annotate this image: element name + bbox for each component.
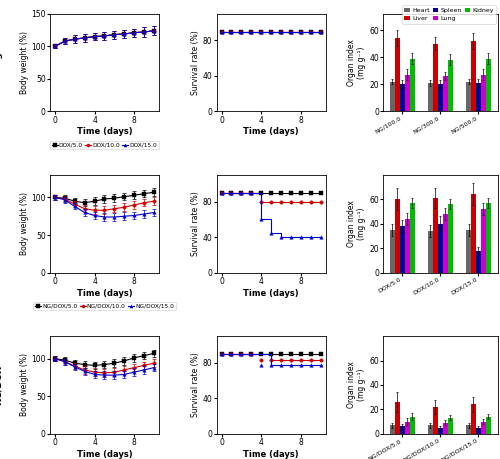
Legend: DOX/5.0, DOX/10.0, DOX/15.0: DOX/5.0, DOX/10.0, DOX/15.0 bbox=[50, 141, 159, 149]
Bar bbox=[390, 230, 394, 273]
Bar bbox=[443, 423, 448, 434]
Bar bbox=[433, 44, 438, 112]
Bar bbox=[433, 407, 438, 434]
Bar bbox=[466, 82, 471, 112]
Bar bbox=[476, 83, 481, 112]
Bar bbox=[400, 226, 404, 273]
Bar bbox=[443, 214, 448, 273]
Y-axis label: Body weight (%): Body weight (%) bbox=[20, 31, 28, 94]
X-axis label: Time (days): Time (days) bbox=[243, 289, 299, 297]
X-axis label: Time (days): Time (days) bbox=[76, 450, 132, 459]
Bar bbox=[410, 59, 414, 112]
Y-axis label: Body weight (%): Body weight (%) bbox=[20, 353, 28, 416]
Bar bbox=[466, 230, 471, 273]
Bar bbox=[400, 426, 404, 434]
Bar bbox=[448, 60, 452, 112]
X-axis label: Time (days): Time (days) bbox=[76, 128, 132, 136]
Bar bbox=[471, 195, 476, 273]
Bar bbox=[428, 83, 433, 112]
Y-axis label: Survival rate (%): Survival rate (%) bbox=[191, 191, 200, 256]
Bar bbox=[404, 75, 409, 112]
Bar bbox=[443, 76, 448, 112]
Legend: NG/DOX/5.0, NG/DOX/10.0, NG/DOX/15.0: NG/DOX/5.0, NG/DOX/10.0, NG/DOX/15.0 bbox=[34, 302, 176, 310]
Bar bbox=[428, 425, 433, 434]
Bar bbox=[471, 41, 476, 112]
Bar bbox=[433, 198, 438, 273]
Y-axis label: Organ index
(mg g⁻¹): Organ index (mg g⁻¹) bbox=[347, 362, 366, 409]
Text: NG/DOX: NG/DOX bbox=[0, 365, 2, 405]
X-axis label: Time (days): Time (days) bbox=[243, 450, 299, 459]
Bar bbox=[448, 418, 452, 434]
Bar bbox=[481, 75, 486, 112]
Y-axis label: Survival rate (%): Survival rate (%) bbox=[191, 353, 200, 417]
Text: DOX·HCl: DOX·HCl bbox=[0, 202, 2, 245]
Bar bbox=[394, 402, 400, 434]
Text: Nanogel: Nanogel bbox=[0, 42, 2, 84]
Bar bbox=[466, 425, 471, 434]
Bar bbox=[486, 417, 491, 434]
Bar bbox=[486, 59, 491, 112]
Bar bbox=[438, 224, 443, 273]
Bar bbox=[410, 203, 414, 273]
Y-axis label: Body weight (%): Body weight (%) bbox=[20, 192, 28, 255]
Bar bbox=[476, 251, 481, 273]
Bar bbox=[448, 204, 452, 273]
Y-axis label: Organ index
(mg g⁻¹): Organ index (mg g⁻¹) bbox=[347, 200, 366, 247]
Bar bbox=[481, 209, 486, 273]
Bar bbox=[410, 417, 414, 434]
Bar bbox=[390, 82, 394, 112]
Bar bbox=[428, 231, 433, 273]
Bar bbox=[390, 425, 394, 434]
Bar bbox=[394, 199, 400, 273]
X-axis label: Time (days): Time (days) bbox=[243, 128, 299, 136]
Bar bbox=[394, 38, 400, 112]
Bar bbox=[471, 404, 476, 434]
Bar bbox=[400, 84, 404, 112]
Bar bbox=[404, 421, 409, 434]
Y-axis label: Survival rate (%): Survival rate (%) bbox=[191, 30, 200, 95]
Bar bbox=[438, 84, 443, 112]
Bar bbox=[404, 219, 409, 273]
Bar bbox=[486, 203, 491, 273]
Bar bbox=[476, 428, 481, 434]
Bar bbox=[481, 421, 486, 434]
Y-axis label: Organ index
(mg g⁻¹): Organ index (mg g⁻¹) bbox=[347, 39, 366, 86]
Bar bbox=[438, 428, 443, 434]
Legend: Heart, Liver, Spleen, Lung, Kidney: Heart, Liver, Spleen, Lung, Kidney bbox=[402, 6, 496, 24]
X-axis label: Time (days): Time (days) bbox=[76, 289, 132, 297]
